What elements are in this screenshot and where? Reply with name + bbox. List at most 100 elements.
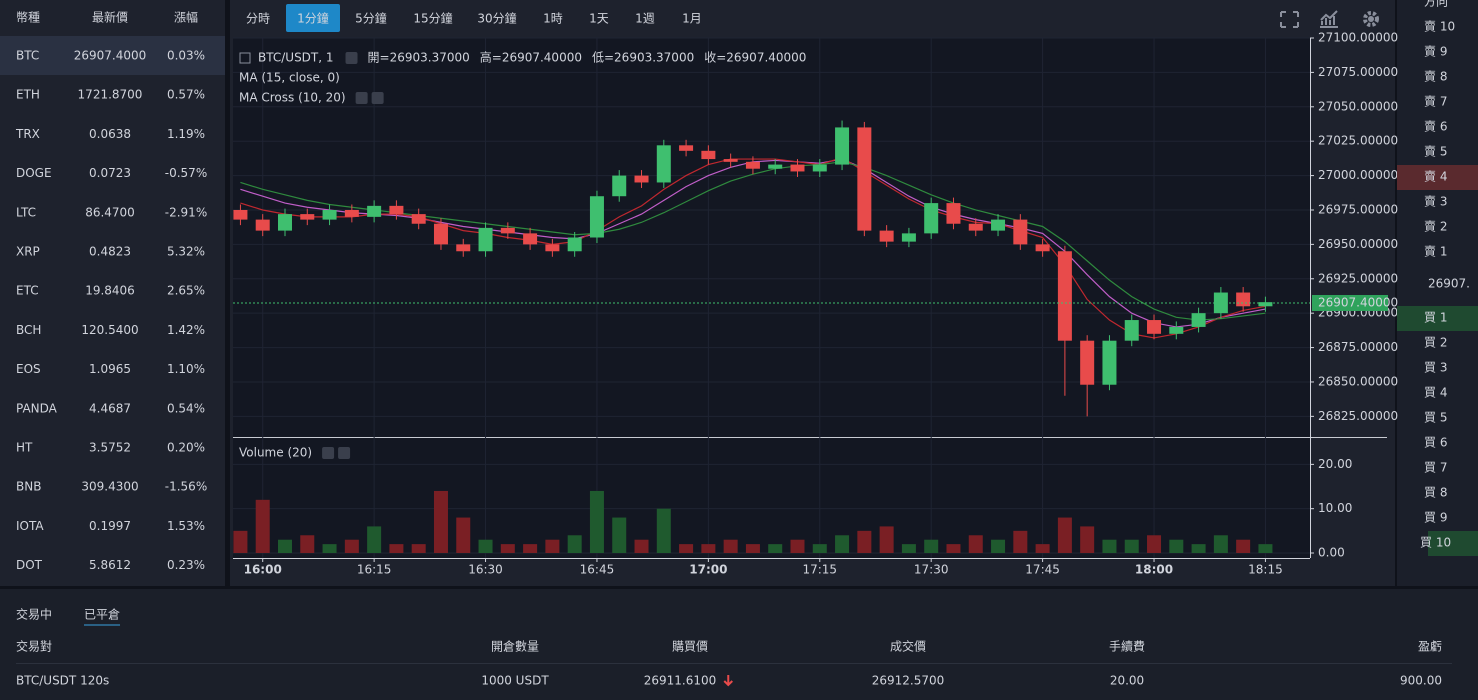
y2-tick-label: 10.00 [1318,501,1352,515]
indicator-label: MA Cross (10, 20) [239,91,346,105]
candle-body [1124,320,1139,341]
market-row[interactable]: BNB 309.4300 -1.56% [16,480,207,494]
bid-level: 買 8 [1424,486,1447,500]
y-tick-label: 27075.00000 [1318,65,1398,79]
interval-tab[interactable]: 15分鐘 [413,11,452,26]
market-header: 漲幅 [174,10,198,25]
market-row[interactable]: ETC 19.8406 2.65% [16,284,205,298]
market-row[interactable]: HT 3.5752 0.20% [16,441,205,455]
candle-body [946,203,961,224]
market-row[interactable]: EOS 1.0965 1.10% [16,362,205,376]
candle-body [1169,326,1184,334]
volume-bar [1124,539,1139,553]
ask-level: 賣 10 [1424,19,1455,34]
volume-label: Volume (20) [239,446,312,460]
candle-body [344,209,359,217]
candle-body [456,244,471,252]
volume-bar [701,544,716,553]
fullscreen-icon[interactable] [1280,11,1299,28]
market-price: 120.5400 [81,323,138,337]
market-symbol: ETH [16,88,40,102]
y-tick-label: 26875.00000 [1318,340,1398,354]
market-symbol: BCH [16,323,41,337]
y-tick-label: 27100.00000 [1318,31,1398,45]
volume-bar [456,517,471,553]
market-price: 309.4300 [81,480,138,494]
positions-tab[interactable]: 已平倉 [84,607,120,622]
volume-settings[interactable] [322,447,335,459]
volume-bar [545,539,560,553]
volume-bar [812,544,827,553]
last-price-box [1312,294,1388,311]
interval-tab[interactable]: 30分鐘 [477,11,516,26]
market-row[interactable]: LTC 86.4700 -2.91% [16,205,207,219]
market-symbol: HT [16,441,33,455]
bid-level: 買 4 [1424,386,1447,400]
market-row[interactable]: TRX 0.0638 1.19% [15,127,205,141]
volume-bar [300,535,315,553]
market-change: 0.20% [167,441,205,455]
interval-tab[interactable]: 5分鐘 [355,11,387,26]
interval-tab[interactable]: 1月 [682,12,702,26]
market-change: 5.32% [167,245,205,259]
market-symbol: IOTA [16,519,44,533]
market-row[interactable]: ETH 1721.8700 0.57% [16,88,205,102]
interval-label: 1分鐘 [297,11,329,26]
candle-body [745,161,760,169]
x-tick-label: 18:00 [1135,563,1173,577]
candle-body [1013,219,1028,245]
interval-label: 5分鐘 [355,11,387,26]
market-price: 1721.8700 [78,88,143,102]
interval-tab[interactable]: 1天 [589,12,609,26]
market-symbol: DOGE [16,166,52,180]
market-row[interactable]: DOT 5.8612 0.23% [16,558,205,572]
volume-bar [411,544,426,553]
volume-bar [1013,530,1028,553]
interval-tab[interactable]: 分時 [246,12,270,26]
down-arrow [723,675,733,687]
volume-bar [901,544,916,553]
settings-icon[interactable] [1363,11,1379,27]
interval-tab[interactable]: 1分鐘 [286,4,340,32]
volume-bar [857,530,872,553]
positions-header: 開倉數量 [491,639,539,654]
market-change: 0.23% [167,558,205,572]
market-row-highlight [0,36,225,75]
indicator-settings[interactable] [355,92,368,104]
market-row[interactable]: DOGE 0.0723 -0.57% [16,166,207,180]
market-row[interactable]: BTC 26907.4000 0.03% [0,36,225,75]
market-row[interactable]: IOTA 0.1997 1.53% [16,519,205,533]
market-symbol: BNB [16,480,41,494]
settings-icon[interactable] [345,52,358,64]
indicator-close[interactable] [371,92,384,104]
volume-bar [367,526,382,553]
market-row[interactable]: XRP 0.4823 5.32% [16,245,205,259]
indicator-icon[interactable] [1320,10,1338,28]
x-tick-label: 18:15 [1248,563,1283,577]
ask-level: 賣 1 [1424,244,1447,259]
market-price: 4.4687 [89,401,131,415]
y2-tick-label: 20.00 [1318,457,1352,471]
positions-tab[interactable]: 交易中 [16,607,52,622]
x-tick-label: 16:00 [244,563,282,577]
candle-body [1035,244,1050,252]
interval-tab[interactable]: 1時 [543,12,563,26]
market-row[interactable]: PANDA 4.4687 0.54% [16,401,205,415]
ask-level: 賣 4 [1424,169,1447,184]
y-tick-label: 26925.00000 [1318,271,1398,285]
bid-level: 買 1 [1424,311,1447,325]
ohlc-value: 26907.40000 [502,51,582,65]
collapse-icon [239,52,251,64]
volume-bar [1147,535,1162,553]
volume-bar [991,539,1006,553]
ask-level: 賣 5 [1424,144,1447,159]
volume-bar [612,517,627,553]
bid-level: 買 6 [1424,436,1447,450]
candle-body [300,214,315,220]
candle-body [567,237,582,252]
volume-close[interactable] [338,447,351,459]
interval-tab[interactable]: 1週 [635,12,655,26]
market-row[interactable]: BCH 120.5400 1.42% [16,323,205,337]
candle-body [723,159,738,162]
